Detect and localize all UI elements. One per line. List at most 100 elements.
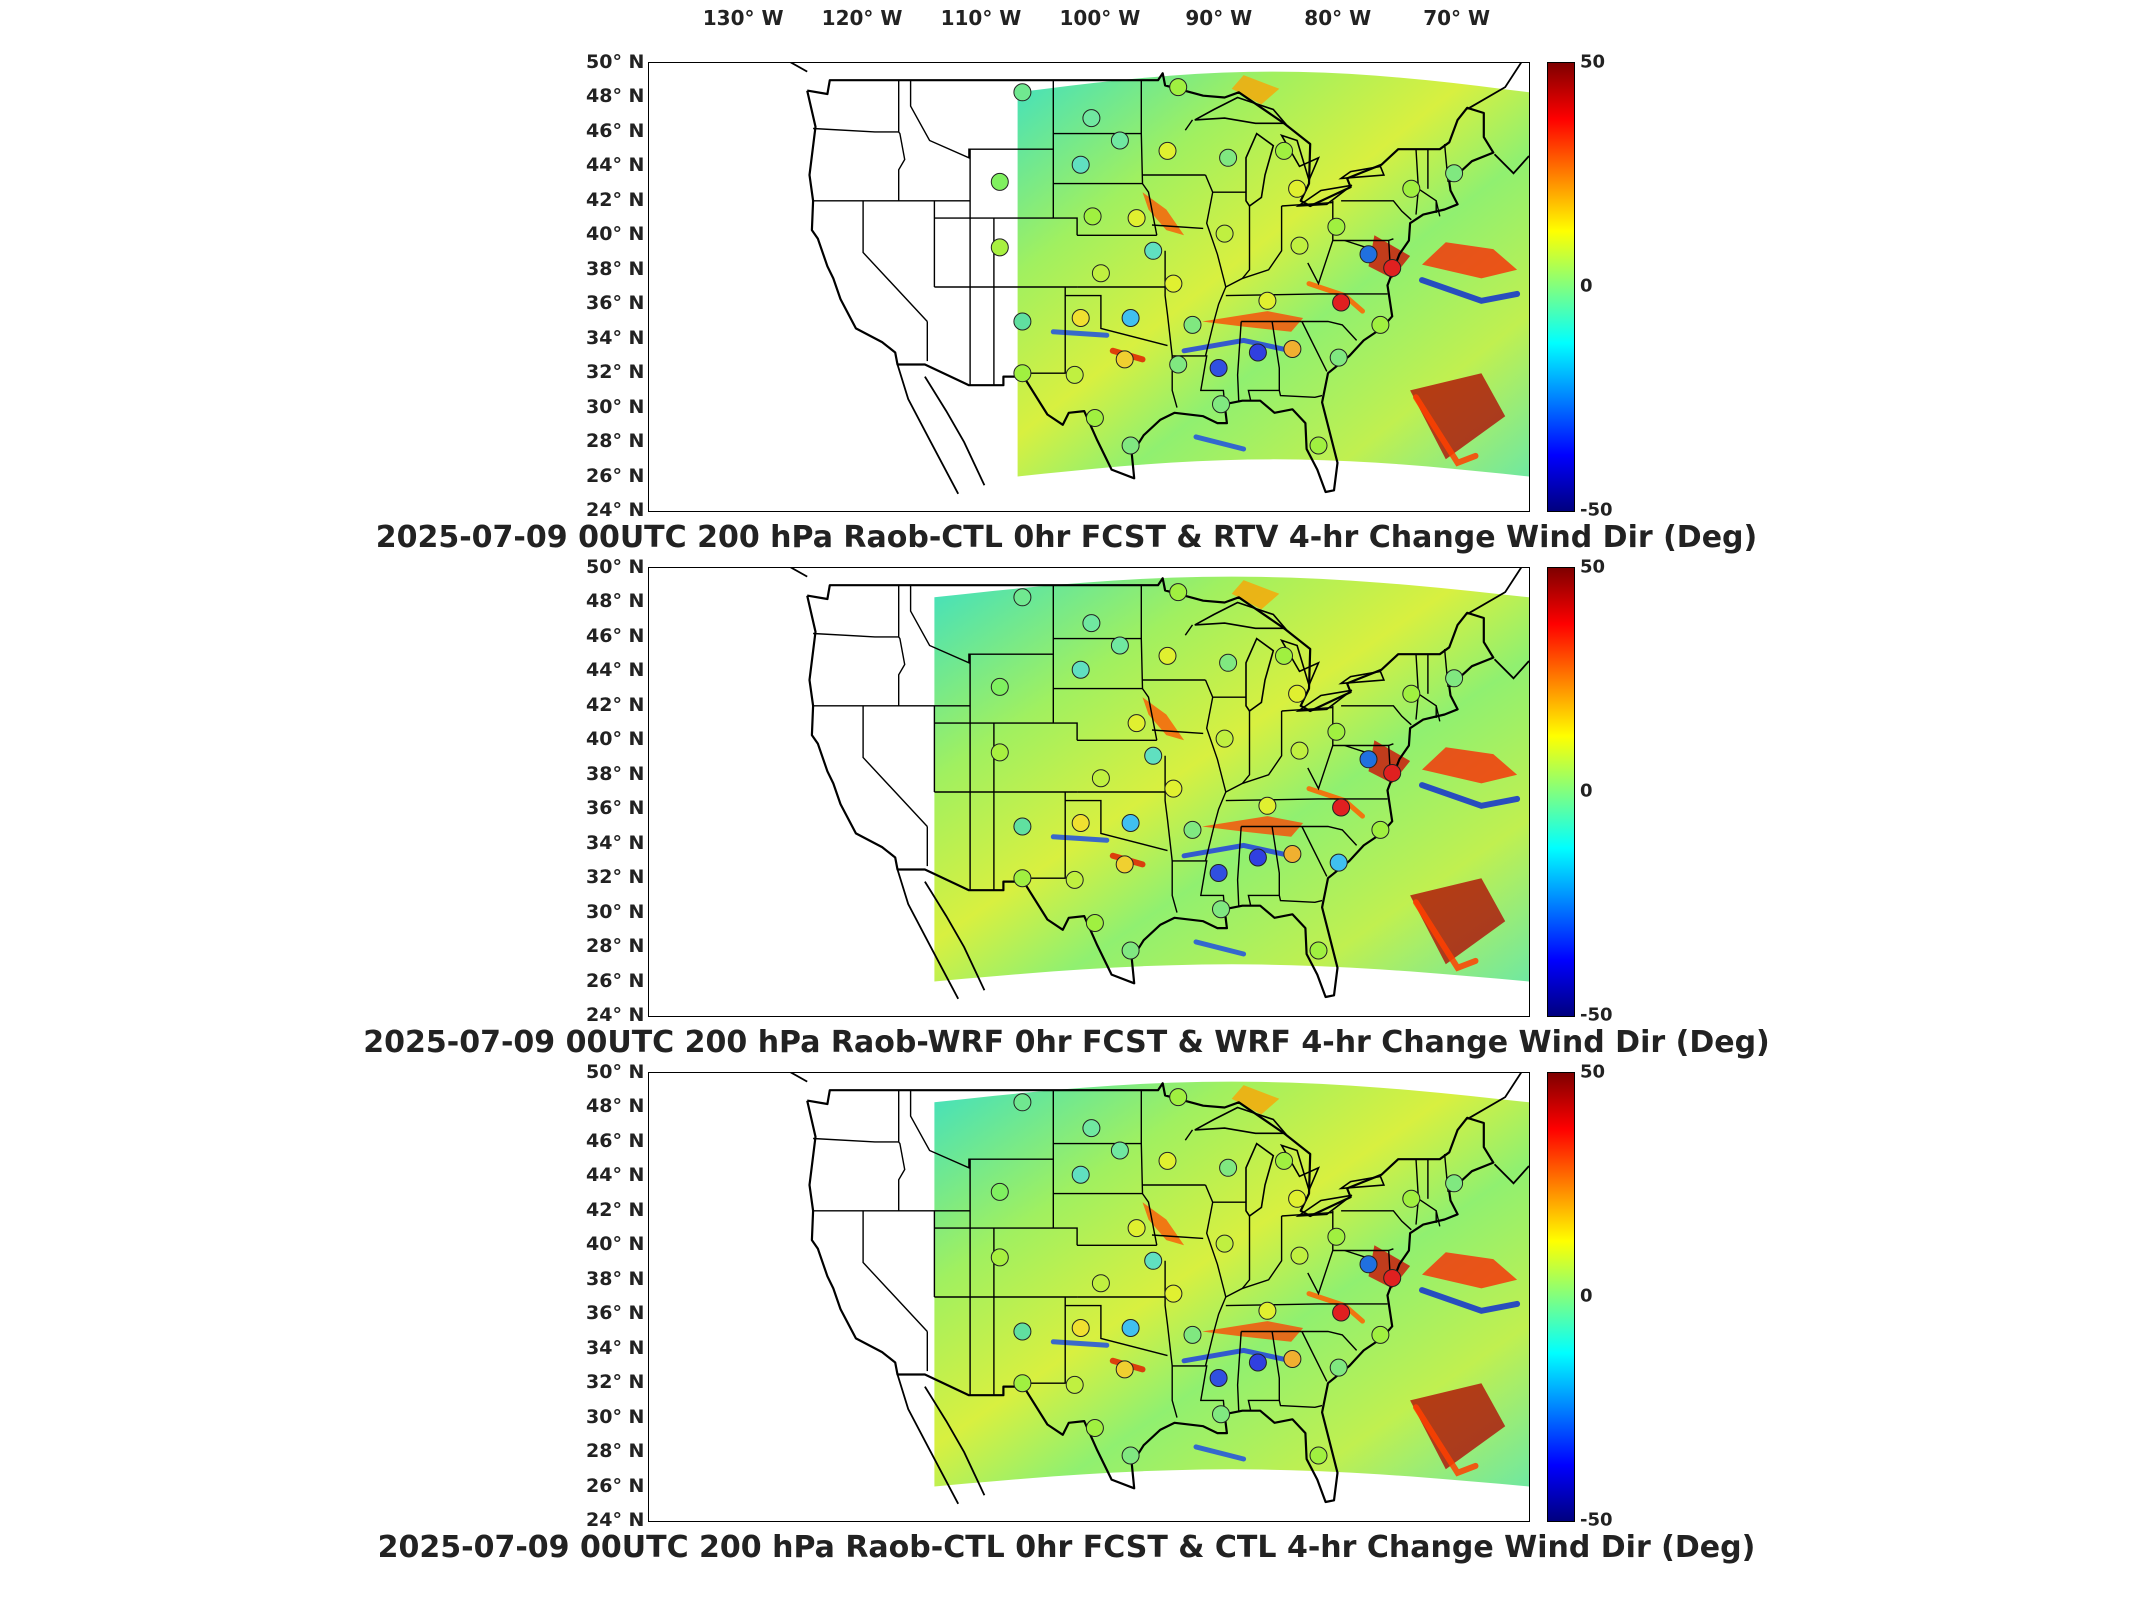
raob-station-marker (1212, 1405, 1230, 1424)
raob-station-marker (1013, 1322, 1032, 1341)
raob-station-marker (1283, 845, 1302, 863)
map-canvas (790, 63, 1529, 495)
latitude-label: 44° N (586, 1164, 645, 1187)
raob-station-marker (1085, 409, 1104, 427)
raob-station-marker (1309, 1446, 1328, 1465)
longitude-label: 90° W (1185, 6, 1253, 30)
raob-station-marker (1110, 131, 1129, 150)
raob-station-marker (1065, 365, 1084, 384)
raob-station-marker (1332, 798, 1351, 817)
raob-station-marker (1219, 653, 1238, 672)
latitude-label: 30° N (586, 1405, 645, 1428)
raob-station-marker (1110, 636, 1129, 655)
latitude-label: 30° N (586, 395, 645, 418)
raob-station-marker (1275, 1151, 1293, 1170)
colorbar-tick-label: 50 (1580, 51, 1606, 73)
raob-station-marker (1248, 343, 1267, 362)
raob-station-marker (1169, 78, 1188, 97)
raob-station-marker (1071, 155, 1090, 174)
raob-station-marker (1383, 764, 1402, 782)
raob-station-marker (1445, 669, 1464, 688)
latitude-label: 32° N (586, 361, 645, 384)
longitude-label: 80° W (1304, 6, 1372, 30)
raob-station-marker (1258, 796, 1277, 815)
raob-station-marker (1121, 941, 1140, 960)
raob-station-marker (1158, 646, 1177, 665)
raob-station-marker (1013, 869, 1032, 888)
map-frame (648, 62, 1530, 512)
map-canvas (790, 1073, 1529, 1505)
raob-station-marker (990, 1248, 1009, 1267)
colorbar-tick-label: 50 (1580, 556, 1606, 578)
raob-station-marker (1209, 359, 1228, 377)
raob-station-marker (1288, 684, 1307, 703)
raob-station-marker (1327, 722, 1346, 741)
raob-station-marker (1127, 209, 1146, 228)
raob-station-marker (1402, 179, 1421, 198)
wind-dir-change-field (1017, 71, 1529, 477)
raob-station-marker (1258, 1301, 1277, 1320)
colorbar-tick-label: 0 (1580, 275, 1593, 297)
raob-station-marker (1327, 1227, 1346, 1246)
raob-station-marker (1309, 941, 1328, 960)
latitude-label: 34° N (586, 1336, 645, 1359)
latitude-label: 48° N (586, 590, 645, 613)
raob-station-marker (1169, 1088, 1188, 1107)
colorbar-tick-label: 0 (1580, 780, 1593, 802)
panel-title: 2025-07-09 00UTC 200 hPa Raob-CTL 0hr FC… (377, 1530, 1756, 1565)
latitude-label: 34° N (586, 831, 645, 854)
map-frame (648, 567, 1530, 1017)
raob-station-marker (1082, 109, 1101, 128)
raob-station-marker (1329, 348, 1348, 367)
map-panel: 50° N 48° N 46° N 44° N 42° N 40° N 38° N 36° N… (0, 51, 2133, 592)
raob-station-marker (1371, 820, 1390, 839)
latitude-label: 44° N (586, 154, 645, 177)
raob-station-marker (1445, 164, 1464, 183)
raob-station-marker (1383, 259, 1402, 277)
raob-station-marker (1164, 274, 1183, 293)
latitude-label: 40° N (586, 223, 645, 246)
raob-station-marker (1275, 141, 1293, 160)
latitude-label: 28° N (586, 935, 645, 958)
raob-station-marker (1169, 355, 1188, 374)
raob-station-marker (1445, 1174, 1464, 1193)
latitude-label: 26° N (586, 969, 645, 992)
raob-station-marker (1091, 264, 1110, 283)
raob-station-marker (1290, 741, 1309, 760)
latitude-label: 28° N (586, 430, 645, 453)
raob-station-marker (1402, 1189, 1421, 1208)
raob-station-marker (1144, 746, 1163, 765)
raob-station-marker (1013, 1374, 1032, 1393)
raob-station-marker (1402, 684, 1421, 703)
raob-station-marker (990, 172, 1009, 191)
raob-station-marker (1091, 769, 1110, 788)
raob-station-marker (1144, 241, 1163, 260)
colorbar (1547, 567, 1575, 1017)
panel-title: 2025-07-09 00UTC 200 hPa Raob-WRF 0hr FC… (363, 1025, 1770, 1060)
raob-station-marker (1209, 864, 1228, 882)
raob-station-marker (1258, 291, 1277, 310)
latitude-label: 28° N (586, 1440, 645, 1463)
raob-station-marker (1248, 1353, 1267, 1372)
raob-station-marker (990, 743, 1009, 762)
latitude-label: 36° N (586, 292, 645, 315)
raob-station-marker (1071, 309, 1090, 327)
raob-station-marker (1359, 750, 1378, 769)
latitude-label: 42° N (586, 1198, 645, 1221)
map-panel: 50° N 48° N 46° N 44° N 42° N 40° N 38° N 36° N… (0, 1061, 2133, 1602)
map-frame (648, 1072, 1530, 1522)
raob-station-marker (1144, 1251, 1163, 1270)
latitude-label: 48° N (586, 1095, 645, 1118)
latitude-label: 50° N (586, 51, 645, 73)
latitude-label: 30° N (586, 900, 645, 923)
raob-station-marker (990, 238, 1009, 257)
colorbar-tick-label: 0 (1580, 1285, 1593, 1307)
colorbar-tick-label: -50 (1580, 499, 1613, 521)
raob-station-marker (1183, 1325, 1202, 1344)
raob-station-marker (1283, 340, 1302, 358)
raob-station-marker (1371, 1325, 1390, 1344)
raob-station-marker (1013, 364, 1032, 383)
raob-station-marker (1219, 1158, 1238, 1177)
latitude-label: 46° N (586, 119, 645, 142)
